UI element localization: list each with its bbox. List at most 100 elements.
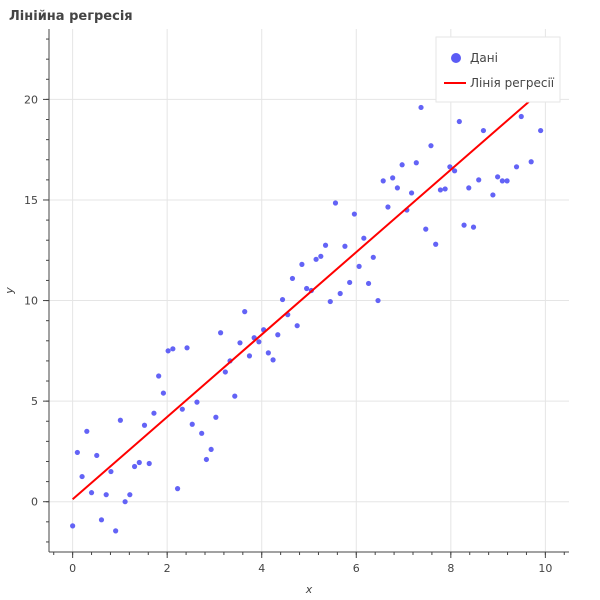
data-point (174, 486, 181, 492)
data-point (122, 499, 128, 505)
data-point (88, 490, 95, 496)
data-point (466, 185, 472, 191)
data-point (365, 280, 372, 287)
data-point (270, 357, 276, 363)
data-point (423, 226, 429, 232)
data-point (394, 185, 400, 191)
legend-marker-scatter (451, 53, 461, 63)
data-point (256, 339, 262, 345)
data-point (518, 113, 524, 120)
data-point (98, 517, 105, 523)
data-point (84, 428, 90, 434)
data-point (213, 414, 219, 420)
data-point (375, 297, 381, 304)
data-point (194, 399, 200, 405)
legend-label-data: Дані (470, 51, 498, 65)
data-point (452, 168, 458, 174)
data-point (203, 456, 210, 463)
chart-title: Лінійна регресія (9, 9, 133, 24)
data-point (490, 192, 496, 198)
data-point (322, 242, 329, 248)
data-point (141, 422, 148, 428)
data-point (208, 446, 214, 453)
data-point (70, 523, 76, 529)
data-point (184, 345, 190, 351)
data-point (442, 186, 448, 192)
y-tick-label: 5 (31, 395, 38, 408)
data-point (370, 254, 376, 260)
x-tick-label: 8 (447, 562, 454, 575)
data-point (470, 224, 477, 230)
data-point (179, 406, 185, 412)
data-point (399, 162, 405, 168)
data-point (289, 275, 296, 282)
data-point (74, 449, 80, 456)
data-point (113, 528, 119, 534)
data-point (275, 332, 281, 338)
data-point (304, 285, 310, 292)
data-point (165, 348, 171, 354)
data-point (94, 452, 100, 459)
y-tick-label: 0 (31, 496, 38, 509)
data-point (327, 298, 333, 305)
data-point (447, 164, 453, 170)
data-point (342, 243, 348, 249)
legend-box (435, 36, 561, 103)
data-point (131, 463, 138, 470)
data-point (117, 417, 123, 423)
data-point (408, 190, 415, 196)
data-point (156, 373, 162, 379)
data-point (456, 118, 462, 125)
x-tick-label: 2 (164, 562, 171, 575)
data-point (127, 492, 133, 498)
legend-label-regression: Лінія регресії (470, 76, 555, 90)
data-point (461, 222, 467, 228)
ticks: 0 2 4 6 8 10 0 5 10 15 20 (24, 38, 565, 575)
data-point (265, 350, 271, 356)
data-point (390, 175, 396, 181)
grid (49, 29, 569, 552)
data-point (313, 256, 319, 262)
axes (48, 29, 569, 553)
data-point (476, 177, 482, 183)
y-tick-label: 20 (24, 93, 38, 106)
regression-line-group (71, 86, 547, 501)
data-point (380, 178, 386, 184)
data-point (337, 290, 343, 297)
data-point (79, 473, 85, 480)
data-point (151, 410, 157, 416)
legend: Дані Лінія регресії (435, 36, 561, 103)
data-point (108, 468, 114, 475)
data-point (538, 127, 544, 134)
data-point (437, 187, 444, 193)
data-point (146, 460, 152, 467)
data-point (433, 241, 439, 247)
data-point (504, 178, 510, 184)
x-tick-label: 0 (69, 562, 76, 575)
data-point (513, 164, 520, 170)
data-point (199, 430, 205, 436)
data-point (136, 459, 142, 466)
x-tick-label: 6 (353, 562, 360, 575)
data-point (294, 323, 300, 329)
y-axis-label: y (3, 287, 16, 295)
data-point (361, 235, 367, 241)
data-point (299, 261, 305, 267)
data-point (242, 309, 248, 315)
data-point (385, 204, 391, 210)
data-point (246, 353, 253, 359)
data-point (418, 104, 424, 111)
data-point (103, 492, 109, 498)
y-tick-label: 10 (24, 295, 38, 308)
data-point (351, 211, 357, 217)
data-point (495, 174, 501, 180)
x-axis-label: x (305, 583, 313, 596)
data-point (237, 340, 243, 346)
data-point (428, 143, 434, 149)
data-point (413, 160, 419, 166)
x-tick-label: 10 (538, 562, 552, 575)
data-point (499, 178, 505, 184)
data-point (222, 369, 228, 375)
regression-line (71, 86, 547, 501)
